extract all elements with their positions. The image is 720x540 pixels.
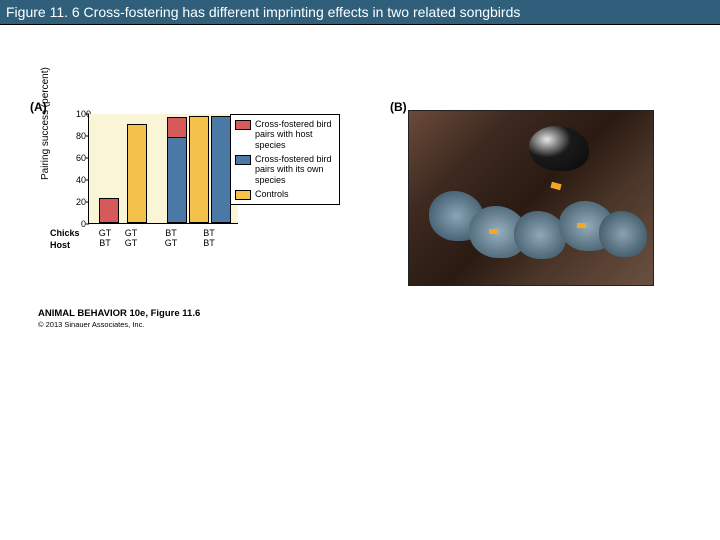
chart: Pairing success (percent) 020406080100 C… — [64, 110, 234, 250]
y-tick-label: 40 — [76, 175, 86, 185]
legend-text: Controls — [255, 189, 289, 199]
legend-item: Controls — [235, 189, 335, 200]
title-bar: Figure 11. 6 Cross-fostering has differe… — [0, 0, 720, 25]
legend: Cross-fostered bird pairs with host spec… — [230, 114, 340, 205]
figure-credit: ANIMAL BEHAVIOR 10e, Figure 11.6 © 2013 … — [38, 308, 200, 330]
x-group-label: GTGT — [118, 228, 144, 249]
credit-sub: © 2013 Sinauer Associates, Inc. — [38, 320, 200, 330]
legend-text: Cross-fostered bird pairs with its own s… — [255, 154, 335, 185]
bar — [167, 137, 187, 223]
legend-swatch — [235, 155, 251, 165]
panel-b-photo — [408, 110, 654, 286]
plot-area — [88, 114, 238, 224]
panel-b-label: (B) — [390, 100, 407, 114]
legend-swatch — [235, 190, 251, 200]
x-group-label: BTBT — [196, 228, 222, 249]
x-group-label: GTBT — [92, 228, 118, 249]
bar — [211, 116, 231, 223]
y-tick-label: 100 — [76, 109, 86, 119]
x-group-label: BTGT — [158, 228, 184, 249]
bar — [99, 198, 119, 223]
y-axis-title: Pairing success (percent) — [40, 67, 51, 180]
y-tick-label: 60 — [76, 153, 86, 163]
legend-text: Cross-fostered bird pairs with host spec… — [255, 119, 335, 150]
bar — [127, 124, 147, 223]
row-label-host: Host — [50, 240, 70, 250]
legend-item: Cross-fostered bird pairs with host spec… — [235, 119, 335, 150]
y-tick-label: 20 — [76, 197, 86, 207]
row-label-chicks: Chicks — [50, 228, 80, 238]
legend-swatch — [235, 120, 251, 130]
bar — [189, 116, 209, 223]
legend-item: Cross-fostered bird pairs with its own s… — [235, 154, 335, 185]
y-tick-label: 80 — [76, 131, 86, 141]
credit-main: ANIMAL BEHAVIOR 10e, Figure 11.6 — [38, 308, 200, 320]
